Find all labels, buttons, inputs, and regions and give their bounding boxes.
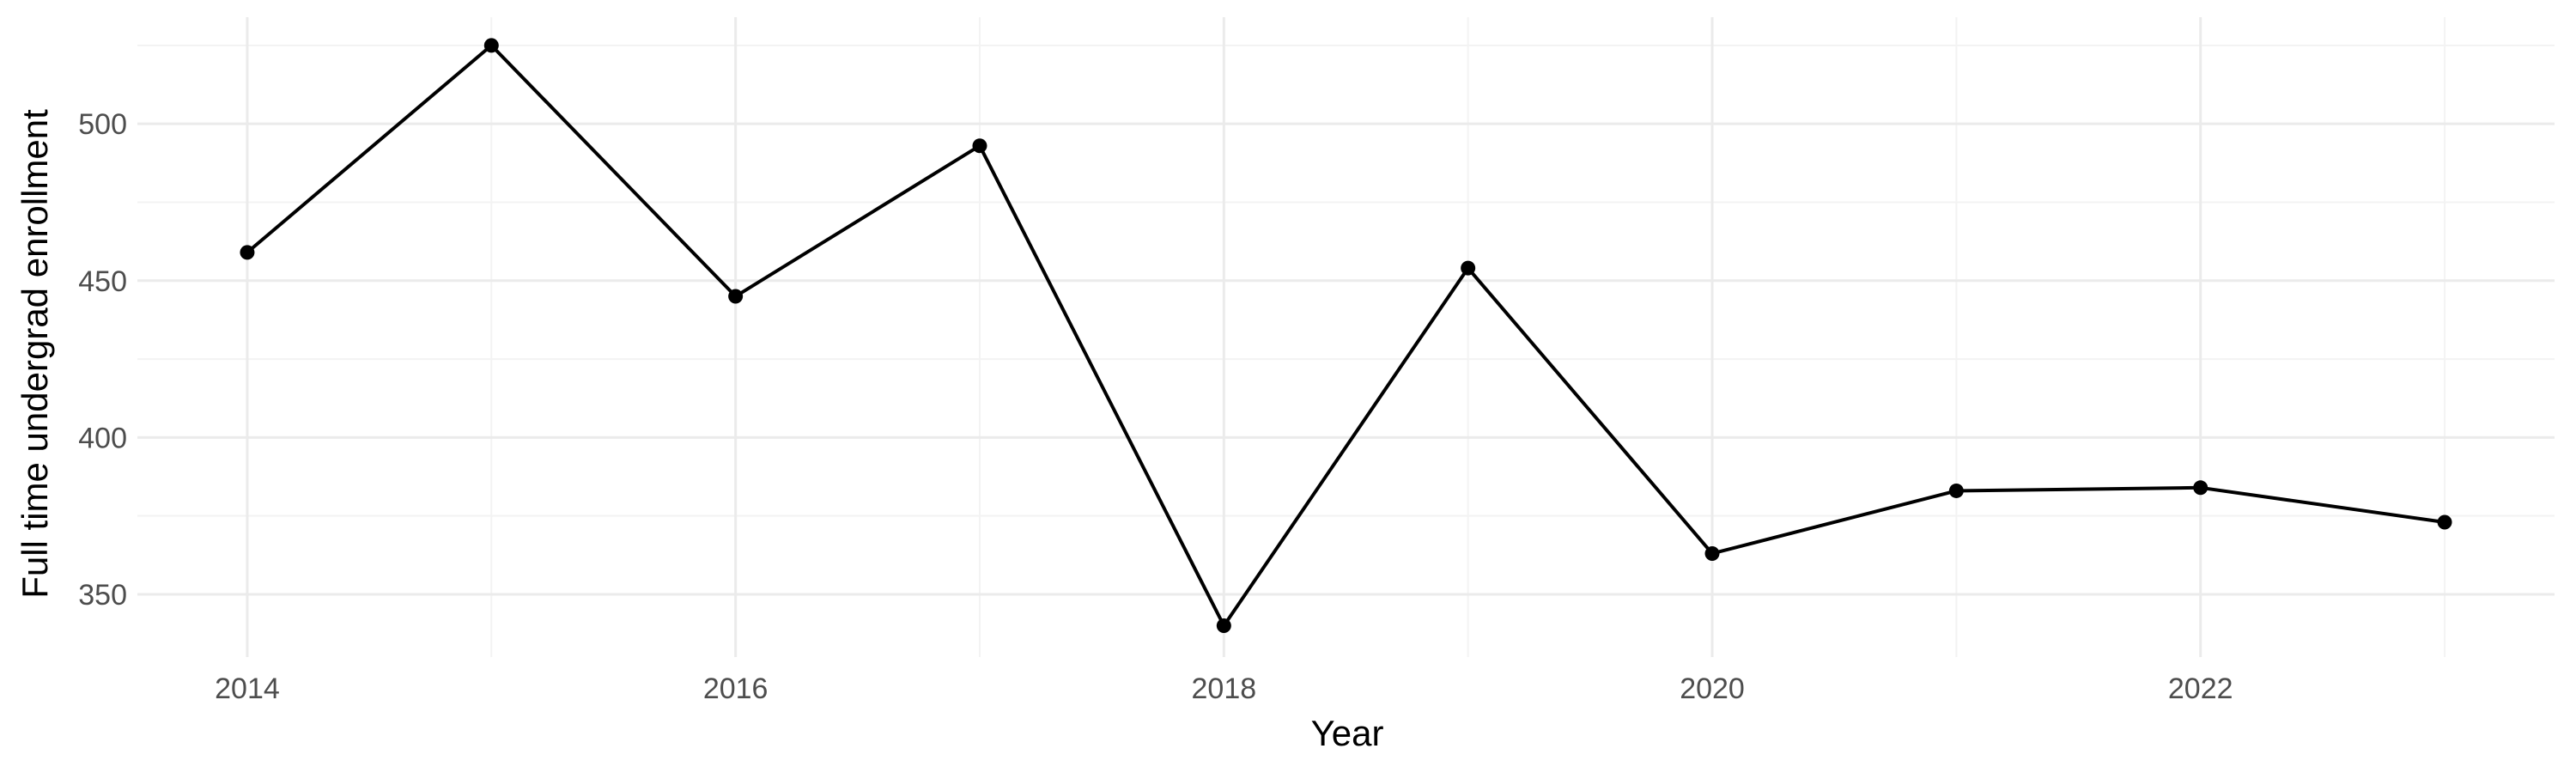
y-tick-label-400: 400	[78, 422, 127, 454]
data-point-2016	[728, 289, 744, 304]
series-layer	[240, 38, 2452, 633]
data-point-2018	[1216, 618, 1231, 633]
grid-layer	[137, 17, 2555, 657]
x-tick-label-2014: 2014	[215, 673, 280, 705]
data-point-2019	[1461, 260, 1476, 276]
y-tick-label-500: 500	[78, 108, 127, 141]
x-axis-title: Year	[1311, 713, 1384, 753]
x-tick-label-2020: 2020	[1680, 673, 1745, 705]
data-point-2022	[2193, 480, 2208, 496]
y-tick-label-350: 350	[78, 579, 127, 612]
y-tick-label-450: 450	[78, 265, 127, 298]
tick-labels: 350 400 450 500 2014 2016 2018 2020 2022	[78, 108, 2233, 705]
data-point-2015	[483, 38, 499, 53]
y-axis-title: Full time undergrad enrollment	[15, 109, 55, 599]
series-line-0	[246, 43, 2445, 628]
data-point-2017	[972, 138, 987, 154]
data-point-2020	[1704, 545, 1720, 561]
data-point-2014	[240, 245, 255, 260]
x-tick-label-2016: 2016	[703, 673, 769, 705]
data-point-2023	[2437, 514, 2452, 530]
x-tick-label-2022: 2022	[2168, 673, 2233, 705]
data-point-2021	[1948, 483, 1964, 498]
x-tick-label-2018: 2018	[1192, 673, 1257, 705]
